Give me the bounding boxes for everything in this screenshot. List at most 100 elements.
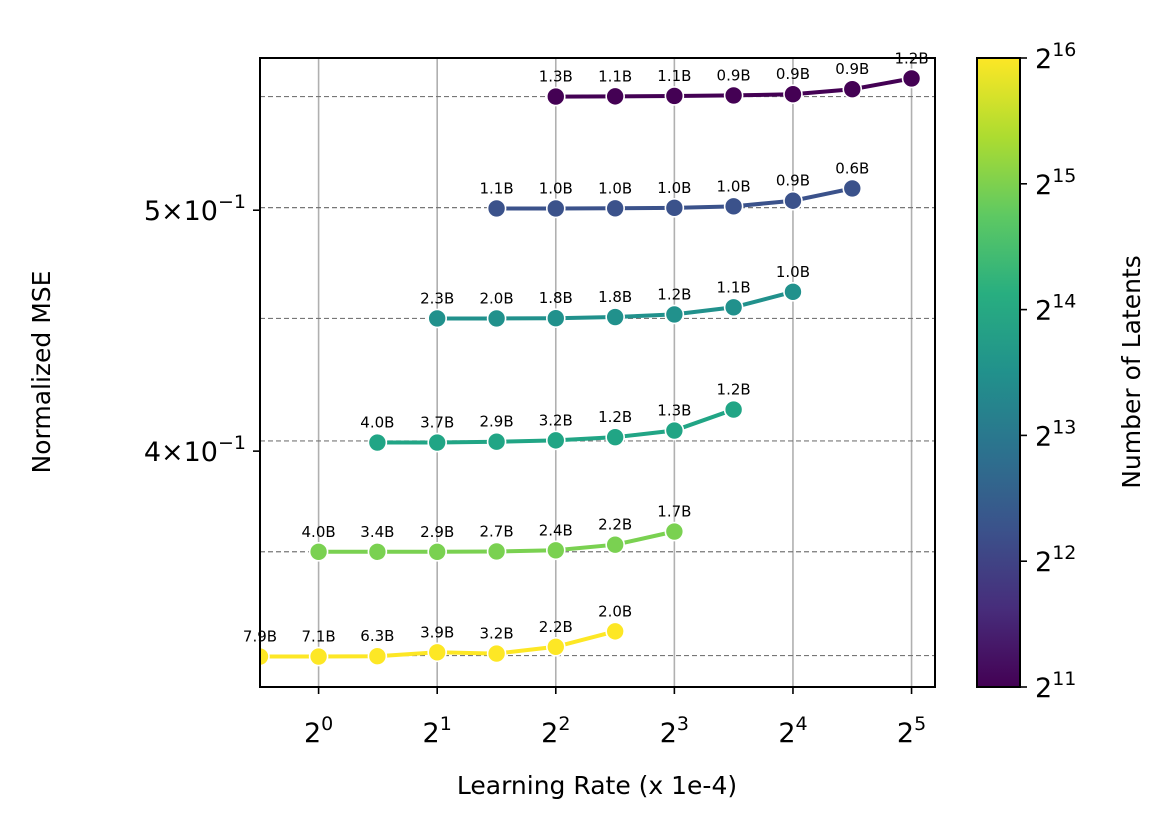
- data-point: [545, 86, 566, 107]
- point-label: 2.0B: [480, 289, 514, 307]
- point-label: 2.9B: [480, 413, 514, 431]
- x-axis-label: Learning Rate (x 1e-4): [457, 771, 737, 800]
- point-label: 1.1B: [717, 278, 751, 296]
- data-point: [486, 431, 507, 452]
- point-label: 2.9B: [420, 523, 454, 541]
- point-label: 1.1B: [598, 67, 632, 85]
- data-point: [605, 427, 625, 447]
- data-point: [605, 86, 625, 107]
- colorbar-tick-label: 216: [1035, 39, 1076, 75]
- data-point: [308, 541, 329, 562]
- data-point: [427, 642, 447, 663]
- data-point: [545, 308, 566, 329]
- point-label: 1.0B: [717, 177, 751, 195]
- colorbar-frame: [976, 57, 1021, 688]
- point-label: 3.7B: [420, 414, 454, 432]
- y-tick-label: 4×10−1: [144, 432, 246, 468]
- point-label: 1.3B: [539, 68, 573, 86]
- colorbar-tick-label: 212: [1035, 542, 1076, 578]
- point-label: 3.9B: [420, 623, 454, 641]
- point-label: 2.7B: [480, 522, 514, 540]
- data-point: [842, 178, 863, 199]
- y-axis-label: Normalized MSE: [27, 271, 56, 474]
- x-axis: 20 21 22 23 24 25: [304, 687, 926, 749]
- point-label: 1.8B: [598, 288, 632, 306]
- data-point: [664, 304, 685, 325]
- colorbar-ticks: 211 212 213 214 215 216: [1020, 39, 1076, 704]
- point-label: 7.1B: [302, 628, 336, 646]
- point-label: 0.9B: [776, 65, 810, 83]
- y-tick-label: 5×10−1: [144, 191, 246, 227]
- data-point: [427, 541, 447, 562]
- x-tick-label: 20: [304, 713, 333, 749]
- point-label: 3.2B: [539, 411, 573, 429]
- data-point: [486, 643, 507, 664]
- grid-lines: [317, 58, 913, 687]
- data-point: [842, 79, 863, 100]
- data-point: [367, 541, 388, 562]
- colorbar-label: Number of Latents: [1117, 255, 1146, 489]
- colorbar-tick-label: 211: [1035, 668, 1076, 704]
- data-point: [486, 308, 507, 329]
- x-tick-label: 22: [541, 713, 570, 749]
- point-label: 1.1B: [657, 67, 691, 85]
- point-label: 1.2B: [657, 285, 691, 303]
- data-point: [367, 646, 388, 667]
- data-point: [605, 621, 625, 642]
- point-label: 1.2B: [598, 408, 632, 426]
- data-point: [427, 308, 447, 329]
- x-tick-label: 23: [660, 713, 689, 749]
- point-label: 1.0B: [539, 179, 573, 197]
- series-group: [260, 68, 922, 667]
- point-label: 0.9B: [835, 60, 869, 78]
- x-tick-label: 21: [423, 713, 452, 749]
- x-tick-label: 25: [897, 713, 926, 749]
- point-label: 1.7B: [657, 503, 691, 521]
- data-point: [783, 190, 803, 211]
- data-point: [783, 84, 803, 105]
- colorbar-gradient: [977, 58, 1020, 687]
- point-label: 2.2B: [539, 618, 573, 636]
- data-point: [723, 85, 744, 106]
- data-point: [723, 399, 744, 420]
- point-label: 3.4B: [360, 523, 394, 541]
- colorbar: 211 212 213 214 215 216 Number of Latents: [976, 39, 1146, 704]
- point-label: 1.3B: [657, 402, 691, 420]
- point-label: 1.1B: [480, 179, 514, 197]
- data-point: [427, 432, 447, 453]
- data-point: [486, 198, 507, 219]
- y-axis: 4×10−1 5×10−1: [144, 191, 260, 468]
- point-label: 1.8B: [539, 289, 573, 307]
- data-point: [605, 534, 625, 555]
- data-point: [605, 198, 625, 219]
- point-label: 2.4B: [539, 521, 573, 539]
- point-label: 2.2B: [598, 516, 632, 534]
- x-tick-label: 24: [778, 713, 807, 749]
- data-point: [486, 541, 507, 562]
- data-point: [545, 430, 566, 451]
- data-point: [367, 432, 388, 453]
- data-point: [664, 420, 685, 441]
- data-point: [664, 521, 685, 542]
- data-point: [545, 540, 566, 561]
- data-point: [260, 646, 270, 667]
- point-label: 2.0B: [598, 602, 632, 620]
- data-point: [723, 297, 744, 318]
- point-label: 1.0B: [598, 179, 632, 197]
- colorbar-tick-label: 213: [1035, 416, 1076, 452]
- data-point: [308, 646, 329, 667]
- point-label: 6.3B: [360, 627, 394, 645]
- point-label: 0.9B: [776, 172, 810, 190]
- data-point: [723, 196, 744, 217]
- point-label: 0.6B: [835, 159, 869, 177]
- data-point: [545, 636, 566, 657]
- plot-frame: [259, 57, 936, 688]
- colorbar-tick-label: 214: [1035, 291, 1076, 327]
- point-label: 4.0B: [360, 414, 394, 432]
- point-label: 0.9B: [717, 66, 751, 84]
- colorbar-tick-label: 215: [1035, 165, 1076, 201]
- point-label: 2.3B: [420, 289, 454, 307]
- data-point: [605, 307, 625, 327]
- data-point: [664, 198, 685, 218]
